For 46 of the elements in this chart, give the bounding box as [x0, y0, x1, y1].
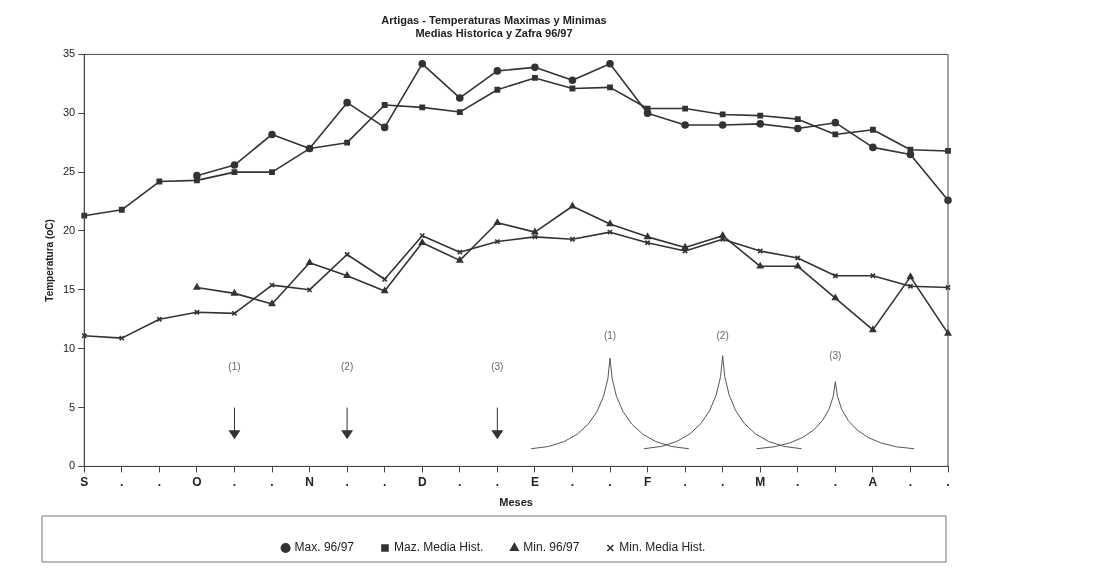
x-tick-label: O [192, 474, 202, 489]
legend-label: Maz. Media Hist. [393, 540, 484, 555]
x-axis-title: Meses [499, 496, 533, 509]
x-tick-label: . [458, 474, 462, 489]
annotation: (3) [829, 349, 842, 361]
legend-label: Max. 96/97 [294, 540, 355, 555]
x-tick-label: . [796, 474, 800, 489]
annotation: (2) [716, 329, 729, 341]
y-tick-label: 15 [62, 282, 76, 295]
chart-title: Artigas - Temperaturas Maximas y Minimas [381, 13, 607, 26]
x-tick-label: S [80, 474, 89, 489]
x-tick-label: . [270, 474, 274, 489]
y-tick-label: 5 [69, 400, 76, 413]
y-tick-label: 30 [62, 106, 76, 119]
x-tick-label: . [908, 474, 913, 489]
x-tick-label: . [345, 474, 349, 489]
annotation: (3) [491, 360, 504, 372]
x-tick-label: . [946, 474, 950, 489]
x-tick-label: D [417, 474, 427, 489]
legend-label: Min. 96/97 [523, 540, 580, 555]
x-tick-label: F [643, 474, 652, 489]
x-tick-label: N [305, 474, 314, 489]
x-tick-label: . [721, 474, 725, 489]
y-tick-label: 20 [62, 224, 76, 236]
x-tick-label: . [833, 474, 838, 489]
annotation: (1) [228, 360, 241, 372]
annotation: (1) [603, 329, 617, 341]
x-tick-label: . [232, 474, 237, 489]
annotation: (2) [340, 360, 354, 372]
legend-label: Min. Media Hist. [619, 540, 706, 555]
x-tick-label: . [608, 474, 612, 489]
x-tick-label: . [495, 474, 500, 489]
x-tick-label: . [157, 474, 162, 489]
y-axis-title: Temperatura (oC) [43, 219, 55, 302]
x-tick-label: . [383, 474, 387, 489]
y-tick-label: 0 [69, 459, 76, 472]
y-tick-label: 10 [62, 341, 76, 354]
x-tick-label: . [120, 474, 124, 489]
x-tick-label: . [570, 474, 575, 489]
x-tick-label: . [683, 474, 687, 489]
x-tick-label: A [868, 474, 878, 489]
chart-subtitle: Medias Historica y Zafra 96/97 [415, 26, 573, 39]
y-tick-label: 25 [62, 165, 76, 178]
y-tick-label: 35 [62, 47, 76, 60]
x-tick-label: E [530, 474, 539, 489]
x-tick-label: M [755, 474, 766, 489]
